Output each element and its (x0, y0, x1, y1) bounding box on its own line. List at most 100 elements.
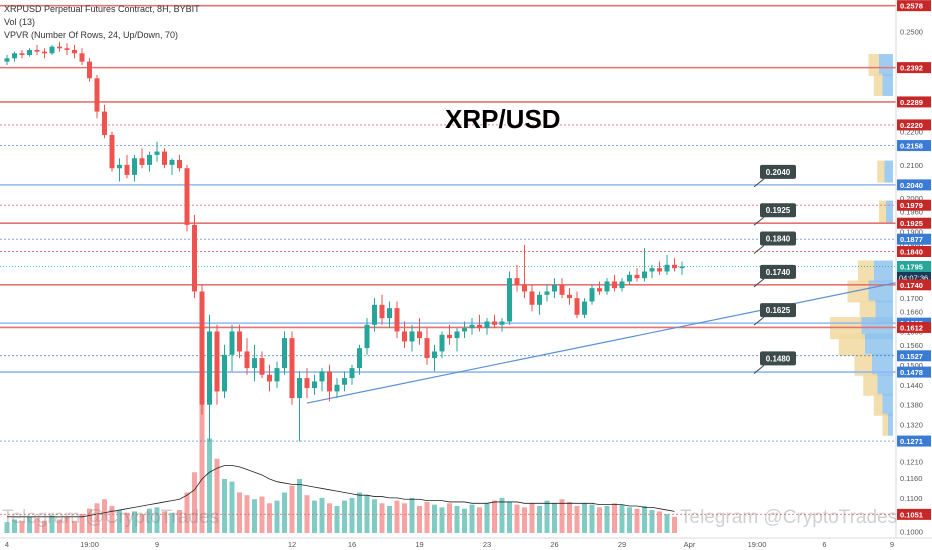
callout-label: 0.1740 (766, 268, 791, 277)
y-tick-label: 0.1660 (900, 307, 923, 316)
candle-body (379, 304, 385, 319)
volume-bar (379, 503, 385, 533)
volume-bar (87, 508, 92, 533)
y-tick-label: 0.1100 (900, 494, 922, 503)
x-tick-label: 9 (890, 540, 894, 549)
volume-bar (402, 503, 407, 533)
volume-bar (424, 501, 430, 533)
price-tag (897, 199, 931, 211)
volume-bar (139, 514, 145, 533)
vpvr-up-bar (877, 373, 893, 396)
candle-body (327, 371, 332, 392)
price-tag-label: 0.1527 (900, 352, 923, 361)
candle-body (477, 324, 482, 329)
callout-pointer (753, 178, 765, 188)
vpvr-up-bar (875, 300, 893, 323)
candle-body (559, 284, 565, 295)
candle-body (619, 281, 625, 289)
volume-bar (304, 495, 310, 533)
candle-body (447, 334, 452, 339)
volume-bar (514, 504, 520, 533)
watermark-left: Telegram @CryptoTrades (2, 507, 220, 528)
candle-body (297, 378, 302, 399)
volume-bar (649, 510, 655, 533)
candle-body (364, 324, 370, 349)
candle-body (117, 164, 122, 169)
price-tag-label: 0.1051 (900, 510, 923, 519)
price-tag (897, 62, 931, 74)
vpvr-up-bar (882, 73, 893, 96)
candle-body (387, 308, 392, 319)
callout-pointer (753, 278, 765, 288)
callout-label: 0.1625 (766, 306, 791, 315)
volume-bar (312, 500, 317, 533)
vpvr-down-bar (858, 260, 874, 283)
vpvr-down-bar (863, 373, 878, 396)
y-tick-label: 0.1700 (900, 294, 923, 303)
price-tag (897, 321, 931, 333)
callout-box (760, 203, 796, 218)
price-tag (897, 366, 931, 378)
volume-bar (522, 507, 527, 533)
candle-body (184, 168, 190, 225)
candle-body (349, 368, 355, 379)
y-tick-label: 0.1560 (900, 341, 923, 350)
candle-body (409, 331, 415, 342)
candle-body (282, 338, 287, 369)
callout-pointer (753, 216, 765, 226)
candle-body (319, 371, 325, 382)
volume-bar (559, 499, 565, 533)
volume-bar (64, 516, 70, 533)
vpvr-up-bar (879, 53, 893, 76)
volume-bar (19, 520, 25, 533)
price-tag-label: 0.2578 (900, 2, 923, 11)
candle-body (87, 61, 92, 79)
price-tag-label: 0.2392 (900, 64, 923, 73)
callout-box (760, 351, 796, 366)
candle-body (27, 49, 32, 55)
x-tick-label: 9 (155, 540, 159, 549)
y-tick-label: 0.1320 (900, 421, 923, 430)
vpvr-up-bar (865, 333, 893, 356)
volume-bar (334, 506, 340, 533)
candle-body (612, 281, 617, 289)
volume-bar (319, 497, 325, 533)
volume-bar (252, 499, 257, 533)
volume-bar (94, 503, 100, 533)
candle-body (402, 331, 407, 342)
volume-bar (274, 500, 280, 533)
candle-body (267, 374, 272, 382)
price-tag-label: 0.2220 (900, 121, 923, 130)
volume-bar (582, 503, 587, 533)
x-tick-label: 19:00 (748, 540, 767, 549)
price-tag-label: 0.1840 (900, 248, 923, 257)
y-tick-label: 0.1960 (900, 208, 923, 217)
volume-bar (207, 438, 212, 533)
vpvr-down-bar (859, 300, 876, 323)
candle-body (492, 321, 497, 325)
price-tag (897, 246, 931, 258)
volume-bar (364, 495, 370, 533)
y-tick-label: 0.2200 (900, 128, 923, 137)
volume-bar (42, 520, 47, 533)
callout-box (760, 303, 796, 318)
volume-bar (499, 497, 505, 533)
volume-bar (34, 518, 40, 533)
y-tick-label: 0.1860 (900, 241, 923, 250)
vpvr-down-bar (873, 73, 883, 96)
y-tick-label: 0.2500 (900, 28, 923, 37)
volume-bar (214, 458, 220, 533)
y-tick-label: 0.1440 (900, 381, 923, 390)
candle-body (109, 134, 115, 169)
candle-body (537, 294, 542, 305)
volume-bar (417, 506, 422, 533)
candle-body (597, 288, 602, 292)
volume-bar (642, 506, 647, 533)
volume-bar (199, 404, 205, 533)
volume-bar (289, 485, 295, 533)
volume-bar (154, 507, 160, 533)
volume-bar (552, 503, 557, 533)
y-tick-label: 0.1380 (900, 401, 923, 410)
candle-body (484, 321, 490, 329)
